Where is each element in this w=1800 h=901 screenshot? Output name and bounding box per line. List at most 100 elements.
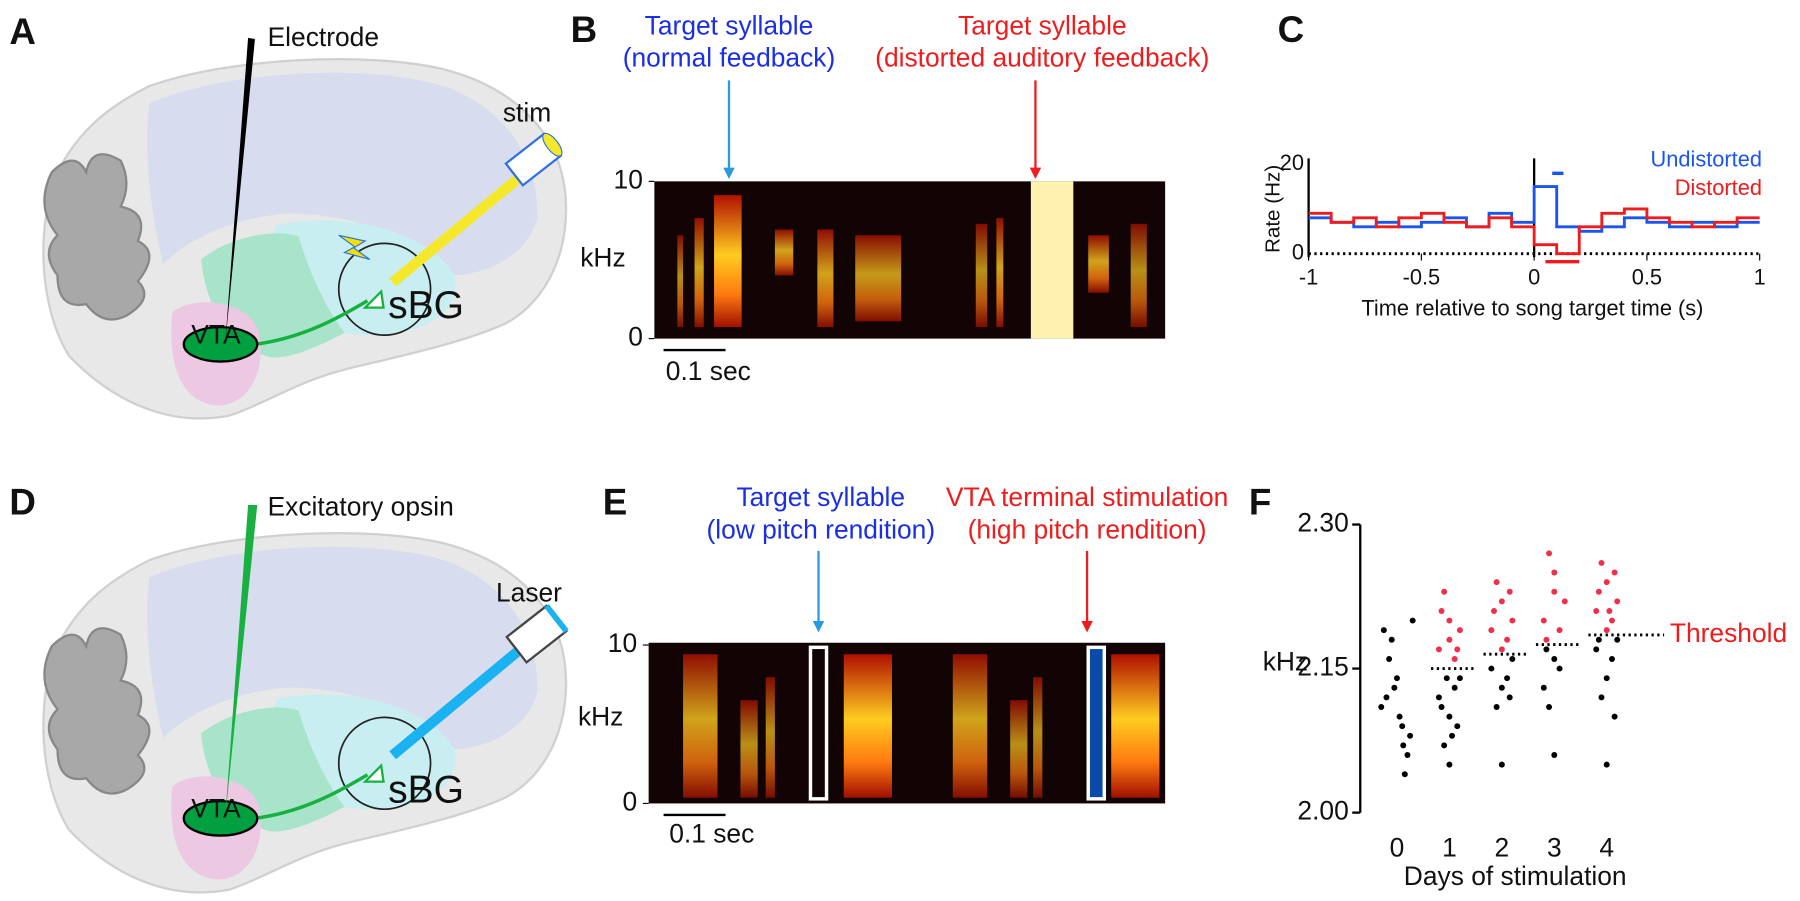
- y-tick-label: 20: [1280, 150, 1304, 175]
- point: [1488, 665, 1495, 672]
- point: [1611, 713, 1618, 720]
- laser-device: [505, 604, 569, 664]
- arrows: [812, 550, 1093, 633]
- y-tick-label: 0: [622, 786, 637, 816]
- stim-device: [504, 132, 563, 187]
- point: [1556, 627, 1563, 634]
- laser-beam: [389, 638, 532, 760]
- brain-diagram: [41, 57, 568, 421]
- spectrogram: [648, 642, 1166, 817]
- point: [1598, 694, 1605, 701]
- electrode: [225, 37, 255, 345]
- point: [1449, 732, 1456, 739]
- point: [1438, 704, 1445, 710]
- annotation: Target syllable: [645, 11, 814, 41]
- point: [1506, 694, 1513, 701]
- point: [1441, 742, 1448, 749]
- brain-diagram: [41, 531, 568, 895]
- point: [1456, 627, 1463, 634]
- panel-label: B: [571, 9, 598, 50]
- point: [1451, 684, 1458, 691]
- point: [1378, 704, 1385, 710]
- point: [1451, 655, 1458, 662]
- point: [1446, 617, 1453, 624]
- y-axis-label: kHz: [578, 701, 623, 731]
- point: [1551, 588, 1558, 595]
- point: [1386, 655, 1393, 662]
- point: [1504, 675, 1511, 682]
- point: [1490, 607, 1497, 614]
- y-tick-label: 2.30: [1297, 507, 1348, 537]
- point: [1595, 588, 1602, 595]
- threshold-label: Threshold: [1670, 618, 1787, 648]
- point: [1595, 636, 1602, 643]
- point: [1435, 646, 1442, 653]
- annotation: VTA terminal stimulation: [946, 482, 1228, 512]
- point: [1598, 559, 1605, 566]
- x-tick-label: 0.5: [1632, 265, 1662, 290]
- y-tick-label: 0: [1292, 239, 1304, 264]
- point: [1400, 742, 1407, 749]
- point: [1456, 675, 1463, 682]
- point: [1608, 617, 1615, 624]
- annotation: (normal feedback): [623, 43, 836, 73]
- annotation: (high pitch rendition): [968, 514, 1207, 544]
- point: [1540, 617, 1547, 624]
- x-axis-label: Time relative to song target time (s): [1361, 296, 1703, 321]
- point: [1498, 598, 1505, 605]
- panel-label: E: [603, 482, 627, 523]
- point: [1546, 704, 1553, 710]
- point: [1409, 617, 1416, 624]
- source-label: VTA: [191, 319, 241, 349]
- point: [1551, 569, 1558, 576]
- point: [1446, 761, 1453, 768]
- scale-bar-label: 0.1 sec: [666, 356, 751, 386]
- annotation: Target syllable: [737, 482, 906, 512]
- point: [1498, 684, 1505, 691]
- point: [1540, 684, 1547, 691]
- y-tick-label: 0: [628, 322, 643, 352]
- device-label: stim: [503, 98, 551, 128]
- point: [1443, 675, 1450, 682]
- legend-entry: Undistorted: [1651, 146, 1762, 171]
- panel-label: D: [9, 482, 36, 523]
- x-axis-label: Days of stimulation: [1404, 861, 1627, 891]
- point: [1506, 588, 1513, 595]
- target-label: sBG: [388, 768, 464, 811]
- y-axis-label: kHz: [580, 242, 625, 272]
- series-line: [1308, 207, 1760, 256]
- x-tick-label: 0: [1528, 265, 1540, 290]
- point: [1498, 761, 1505, 768]
- point: [1593, 646, 1600, 653]
- point: [1606, 607, 1613, 614]
- source-label: VTA: [191, 793, 241, 823]
- annotation: (distorted auditory feedback): [875, 43, 1209, 73]
- point: [1614, 598, 1621, 605]
- stim-lead: [389, 168, 530, 287]
- legend-entry: Distorted: [1675, 175, 1762, 200]
- scale-bar-label: 0.1 sec: [669, 819, 754, 849]
- point: [1454, 646, 1461, 653]
- point: [1493, 704, 1500, 710]
- y-axis-label: kHz: [1263, 646, 1308, 676]
- point: [1551, 752, 1558, 758]
- point: [1438, 607, 1445, 614]
- x-tick-label: 3: [1547, 832, 1562, 862]
- probe-label: Excitatory opsin: [268, 491, 454, 521]
- x-tick-label: 1: [1442, 832, 1457, 862]
- point: [1488, 627, 1495, 634]
- arrows: [723, 80, 1042, 180]
- target-label: sBG: [388, 284, 464, 327]
- point: [1435, 694, 1442, 701]
- point: [1396, 713, 1403, 720]
- panel-label: C: [1278, 9, 1305, 50]
- point: [1593, 607, 1600, 614]
- point: [1543, 636, 1550, 643]
- point: [1401, 771, 1408, 778]
- x-tick-label: -0.5: [1403, 265, 1441, 290]
- spectrogram: [654, 181, 1166, 352]
- x-tick-label: 1: [1754, 265, 1766, 290]
- point: [1603, 675, 1610, 682]
- stim-bolt: [338, 234, 371, 260]
